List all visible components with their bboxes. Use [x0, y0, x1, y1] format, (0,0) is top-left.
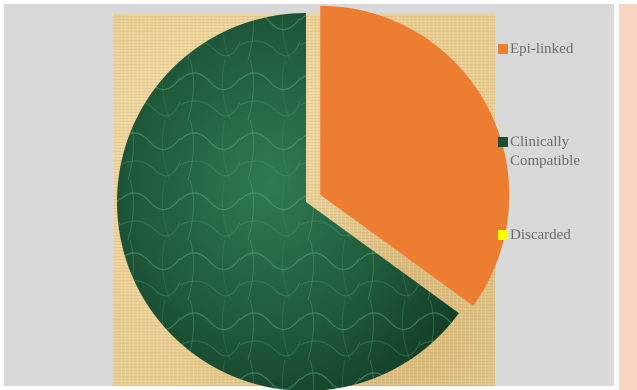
legend-swatch-discarded: [498, 230, 508, 240]
legend-label-clinically-line2: Compatible: [510, 153, 580, 169]
legend-item-clinically-compatible: Clinically Compatible: [498, 133, 610, 171]
legend-label-clinically-line1: Clinically: [510, 134, 570, 150]
right-panel-strip: [619, 4, 637, 390]
legend-item-epi-linked: Epi-linked: [498, 40, 610, 59]
pie-slice-texture-clinically-compatible: [117, 13, 459, 390]
legend-item-discarded: Discarded: [498, 226, 610, 245]
pie-slice-epi-linked: [320, 5, 510, 306]
legend-label-epi-linked: Epi-linked: [510, 41, 574, 57]
legend-label-discarded: Discarded: [510, 227, 571, 243]
legend-swatch-epi-linked: [498, 44, 508, 54]
legend-swatch-clinically-compatible: [498, 137, 508, 147]
